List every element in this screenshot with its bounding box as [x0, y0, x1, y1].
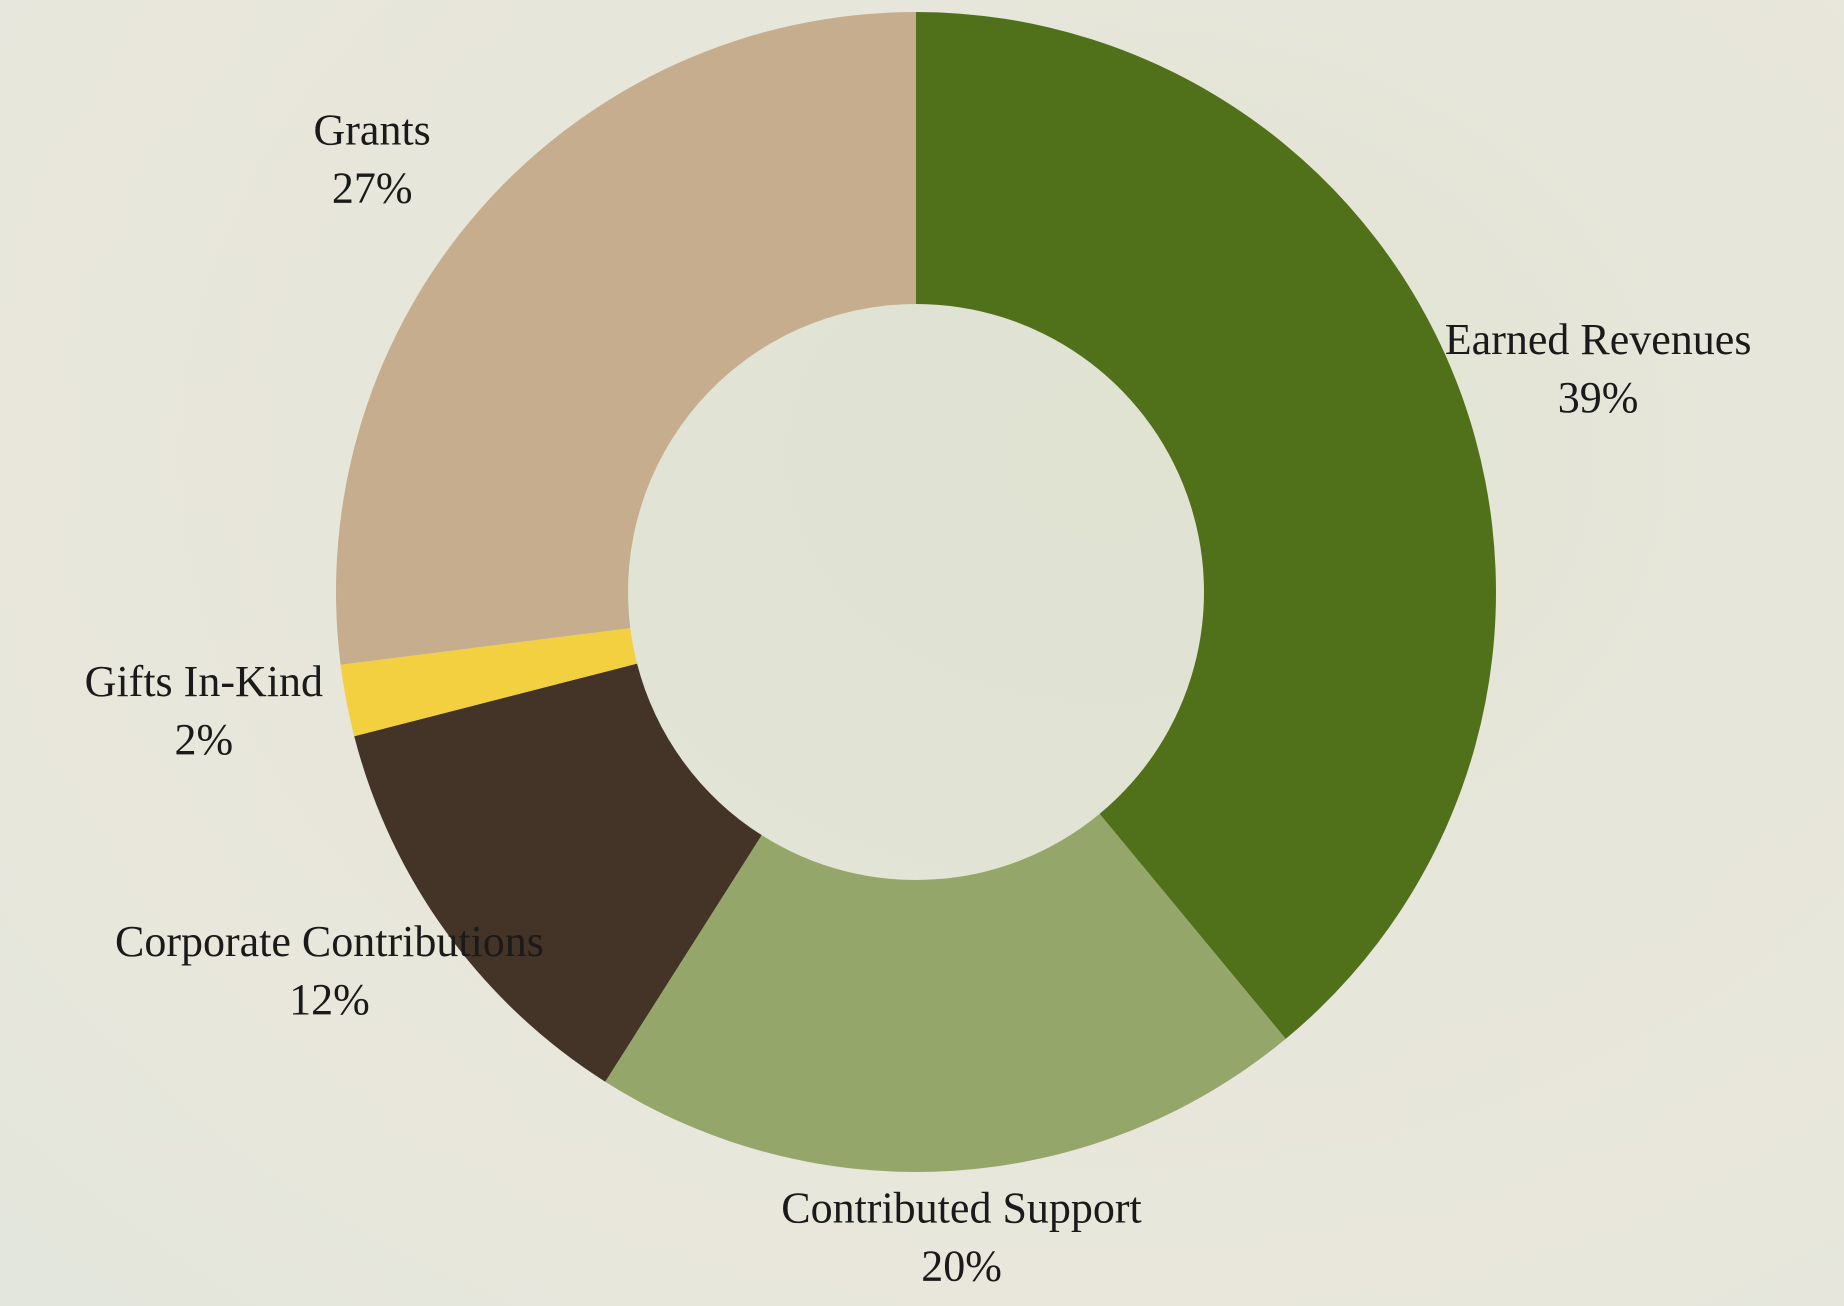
- slice-label: Grants: [314, 106, 431, 155]
- slice-value-label: 12%: [289, 975, 370, 1024]
- slice-label: Gifts In-Kind: [85, 657, 323, 706]
- slice-value-label: 2%: [175, 715, 234, 764]
- donut-slice: [916, 12, 1497, 1039]
- donut-hole: [628, 304, 1204, 880]
- donut-slice: [340, 628, 638, 737]
- slice-label: Earned Revenues: [1445, 315, 1752, 364]
- slice-value-label: 27%: [332, 164, 413, 213]
- slice-value-label: 20%: [921, 1241, 1002, 1290]
- donut-slice: [605, 813, 1286, 1173]
- slice-label: Contributed Support: [781, 1183, 1142, 1232]
- slice-label: Corporate Contributions: [115, 917, 544, 966]
- slice-value-label: 39%: [1558, 373, 1639, 422]
- donut-slice: [354, 663, 762, 1082]
- donut-slice: [336, 12, 916, 665]
